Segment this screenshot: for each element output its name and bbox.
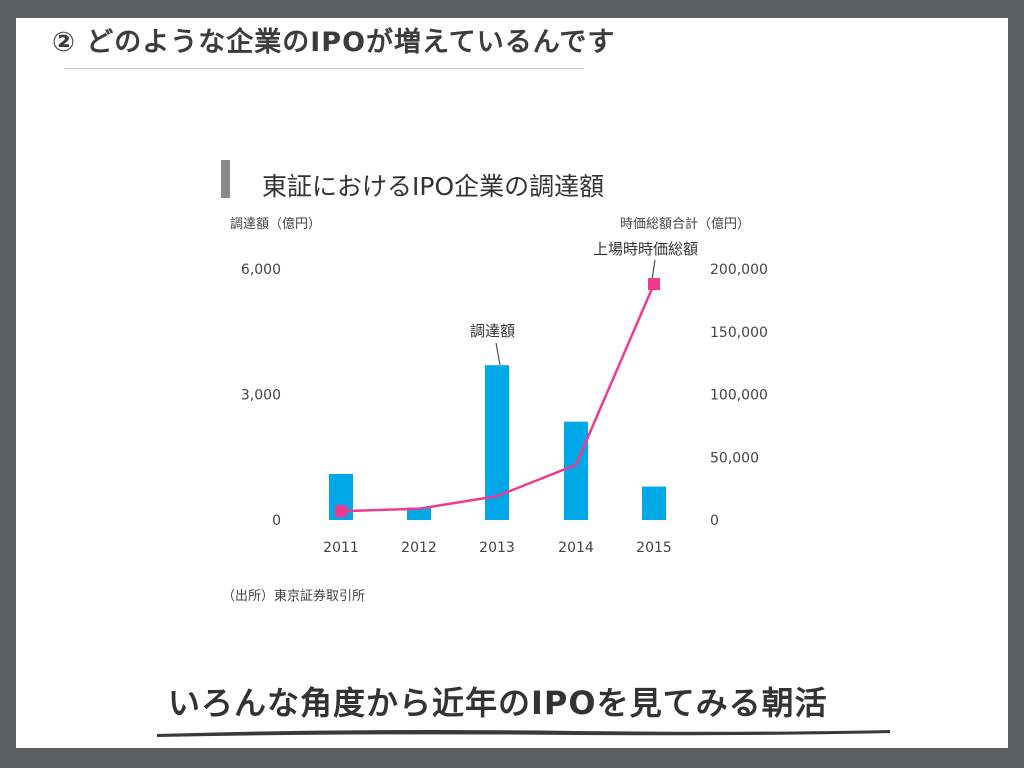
right-tick-label: 150,000 — [710, 325, 768, 341]
slide — [16, 18, 1008, 748]
line-marker-2015 — [648, 278, 660, 291]
bar-annotation-leader — [495, 342, 501, 366]
x-tick-label: 2013 — [479, 540, 515, 556]
heading-underline — [64, 68, 584, 69]
chart-title-marker — [221, 160, 230, 198]
bar-annotation: 調達額 — [470, 322, 516, 340]
chart-source: （出所）東京証券取引所 — [222, 589, 366, 604]
x-tick-label: 2011 — [323, 540, 359, 556]
slide-footer: いろんな角度から近年のIPOを見てみる朝活 — [168, 684, 828, 722]
bar-2014 — [564, 421, 588, 520]
bar-2015 — [642, 486, 666, 520]
x-tick-label: 2012 — [401, 540, 437, 556]
line-annotation-leader — [651, 259, 656, 281]
right-tick-label: 100,000 — [710, 388, 768, 404]
x-tick-label: 2014 — [558, 540, 594, 556]
chart-title: 東証におけるIPO企業の調達額 — [262, 172, 605, 201]
left-tick-label: 0 — [272, 513, 281, 529]
left-tick-label: 6,000 — [241, 262, 281, 278]
x-tick-label: 2015 — [636, 540, 672, 556]
right-tick-label: 0 — [710, 513, 719, 529]
line-marker-2011 — [335, 505, 347, 518]
right-tick-label: 50,000 — [710, 450, 759, 466]
right-axis-title: 時価総額合計（億円） — [620, 217, 751, 232]
slide-heading: ② どのような企業のIPOが増えているんです — [52, 27, 616, 58]
right-tick-label: 200,000 — [710, 262, 768, 278]
footer-brush-underline — [157, 730, 890, 737]
line-annotation: 上場時時価総額 — [593, 240, 699, 258]
left-axis-title: 調達額（億円） — [230, 217, 322, 232]
left-tick-label: 3,000 — [241, 388, 281, 404]
bar-2012 — [407, 507, 431, 520]
market-cap-line — [340, 283, 656, 513]
